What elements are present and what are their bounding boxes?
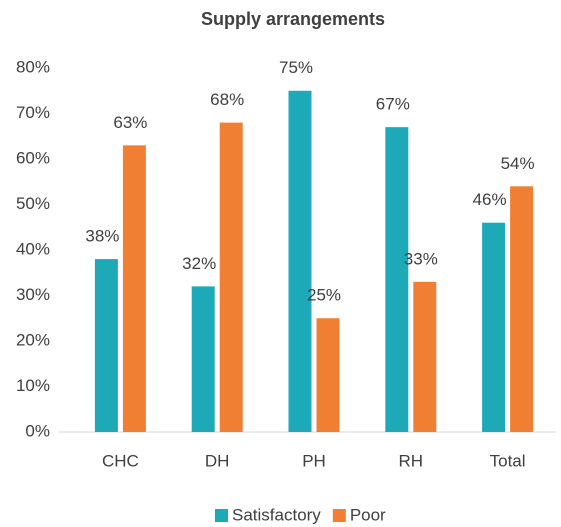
bar	[219, 122, 243, 432]
x-tick-label: CHC	[102, 451, 139, 470]
data-label: 68%	[210, 90, 244, 109]
data-label: 38%	[85, 227, 119, 246]
bar	[316, 318, 340, 432]
data-label: 46%	[473, 190, 507, 209]
bar	[482, 222, 506, 432]
bar	[413, 281, 437, 432]
data-label: 25%	[307, 286, 341, 305]
x-tick-label: PH	[302, 451, 326, 470]
x-tick-label: DH	[205, 451, 230, 470]
legend-label: Poor	[350, 505, 386, 524]
x-tick-label: RH	[399, 451, 424, 470]
y-tick-label: 60%	[16, 148, 50, 167]
y-tick-label: 80%	[16, 57, 50, 76]
data-label: 67%	[376, 95, 410, 114]
data-label: 75%	[279, 58, 313, 77]
bar	[94, 259, 118, 432]
data-label: 33%	[404, 249, 438, 268]
legend-swatch	[215, 509, 228, 522]
legend-label: Satisfactory	[232, 505, 321, 524]
y-tick-label: 20%	[16, 330, 50, 349]
bar	[122, 145, 146, 432]
y-tick-label: 0%	[25, 421, 50, 440]
data-label: 63%	[113, 113, 147, 132]
y-tick-label: 40%	[16, 239, 50, 258]
y-tick-label: 50%	[16, 194, 50, 213]
data-label: 32%	[182, 254, 216, 273]
data-label: 54%	[501, 154, 535, 173]
chart-title: Supply arrangements	[201, 9, 385, 29]
y-tick-label: 70%	[16, 103, 50, 122]
y-tick-label: 30%	[16, 285, 50, 304]
bar	[510, 186, 534, 432]
x-tick-label: Total	[490, 451, 526, 470]
y-tick-label: 10%	[16, 376, 50, 395]
bar	[385, 127, 409, 433]
legend-swatch	[332, 509, 346, 522]
bar	[288, 90, 312, 432]
bar	[191, 286, 215, 432]
